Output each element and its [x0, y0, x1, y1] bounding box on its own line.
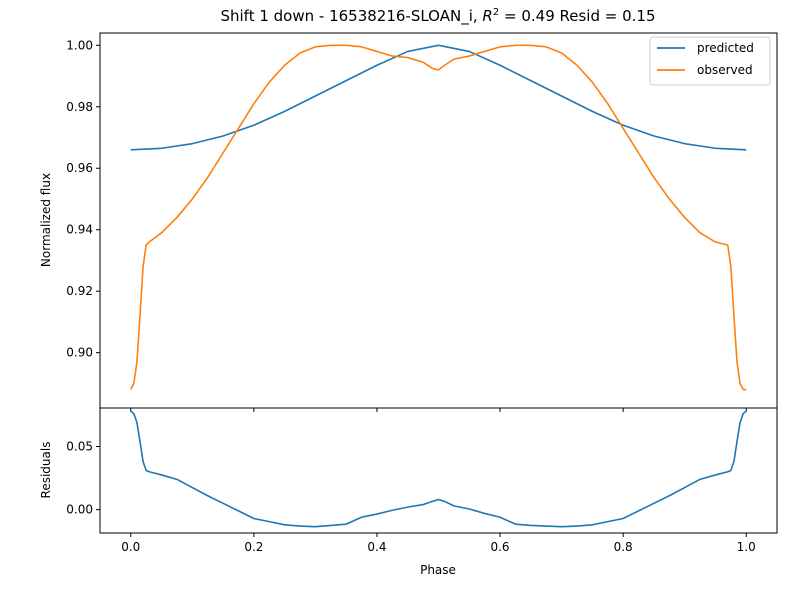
flux-y-tick-label: 0.98 — [66, 100, 93, 114]
residuals-y-axis-label: Residuals — [39, 442, 53, 499]
flux-panel: 0.90 0.92 0.94 0.96 0.98 1.00 Normalized flux… — [39, 32, 778, 412]
title-prefix: Shift 1 down - 16538216-SLOAN_i, — [220, 7, 482, 26]
legend: predicted observed — [649, 36, 771, 86]
residuals-y-tick-label: 0.00 — [66, 503, 93, 517]
flux-y-tick-label: 0.96 — [66, 161, 93, 175]
residuals-y-ticks: 0.00 0.05 — [66, 440, 100, 517]
series-line-observed — [130, 44, 747, 391]
residuals-series-group — [130, 410, 747, 528]
residuals-y-tick-label: 0.05 — [66, 440, 93, 454]
legend-label-observed: observed — [697, 63, 753, 77]
x-tick-label: 0.0 — [121, 540, 140, 554]
x-tick-label: 0.2 — [244, 540, 263, 554]
title-r-symbol: R — [482, 7, 492, 25]
x-axis-label: Phase — [420, 563, 456, 577]
residuals-x-ticks: 0.0 0.2 0.4 0.6 0.8 1.0 — [121, 533, 756, 554]
series-line-residuals — [130, 410, 747, 528]
flux-y-tick-label: 0.90 — [66, 346, 93, 360]
title-r-exponent: 2 — [493, 7, 499, 18]
residuals-axes-frame — [99, 407, 778, 534]
x-tick-label: 1.0 — [737, 540, 756, 554]
series-line-predicted — [130, 44, 747, 151]
chart-title: Shift 1 down - 16538216-SLOAN_i, R2 = 0.… — [220, 7, 655, 26]
flux-y-tick-label: 1.00 — [66, 38, 93, 52]
x-tick-label: 0.6 — [490, 540, 509, 554]
legend-label-predicted: predicted — [697, 41, 754, 55]
legend-box — [649, 36, 771, 86]
flux-y-axis-label: Normalized flux — [39, 173, 53, 267]
flux-series-group — [130, 44, 747, 391]
flux-y-tick-label: 0.94 — [66, 223, 93, 237]
x-tick-label: 0.4 — [367, 540, 386, 554]
residuals-panel: 0.00 0.05 0.0 0.2 0.4 0.6 0.8 1.0 Residuals Ph… — [39, 407, 778, 577]
flux-y-ticks: 0.90 0.92 0.94 0.96 0.98 1.00 — [66, 38, 100, 360]
title-suffix: = 0.49 Resid = 0.15 — [499, 7, 655, 25]
x-tick-label: 0.8 — [614, 540, 633, 554]
flux-y-tick-label: 0.92 — [66, 284, 93, 298]
